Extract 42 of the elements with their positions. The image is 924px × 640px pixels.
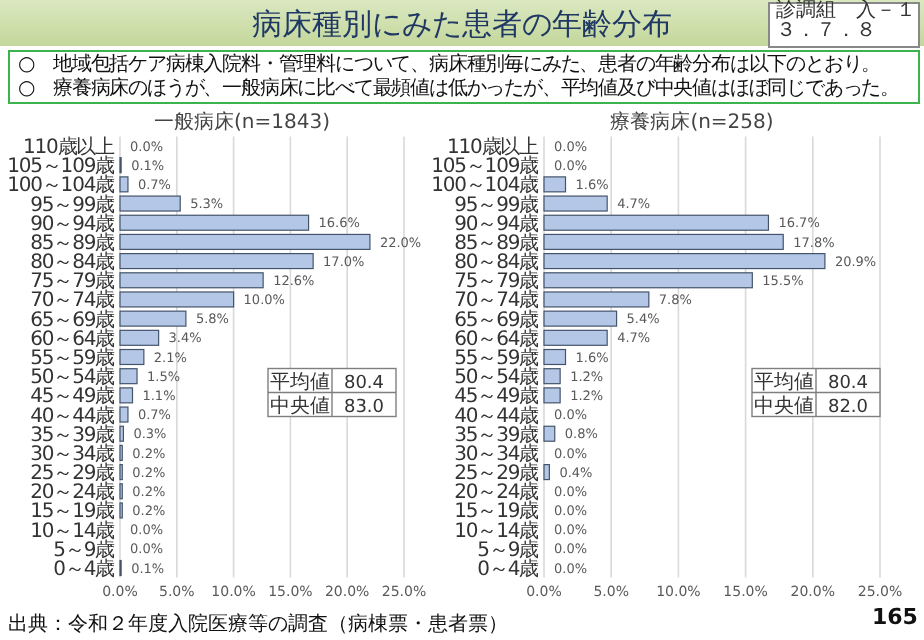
y-tick-label: 55～59歳 bbox=[30, 346, 116, 370]
text: 病床種別にみた患者の年齢分布 bbox=[252, 6, 672, 42]
y-tick-label: 10～14歳 bbox=[30, 518, 116, 543]
y-tick-label: 65～69歳 bbox=[454, 307, 540, 332]
y-tick-label: 85～89歳 bbox=[30, 230, 116, 255]
y-tick-label: 90～94歳 bbox=[454, 211, 540, 236]
y-tick-label: 0～4歳 bbox=[53, 557, 116, 581]
y-tick-label: 65～69歳 bbox=[30, 307, 116, 332]
annotation: 中央値 bbox=[754, 393, 814, 418]
annotation: 80.4 bbox=[343, 373, 385, 394]
y-tick-label: 5～9歳 bbox=[53, 537, 116, 562]
source-note: 出典：令和２年度入院医療等の調査（病棟票・患者票） bbox=[8, 611, 508, 638]
chart-title: 一般病床(n=1843) bbox=[154, 110, 331, 134]
y-tick-label: 60～64歳 bbox=[454, 326, 540, 351]
y-tick-label: 90～94歳 bbox=[30, 211, 116, 236]
y-tick-label: 35～39歳 bbox=[30, 422, 116, 447]
y-tick-label: 40～44歳 bbox=[454, 403, 540, 428]
annotation: 80.4 bbox=[827, 373, 869, 394]
y-tick-label: 85～89歳 bbox=[454, 230, 540, 255]
y-tick-label: 0～4歳 bbox=[477, 557, 540, 581]
text: ○ 地域包括ケア病棟入院料・管理料について、病床種別毎にみた、患者の年齢分布は以下のとおり。 bbox=[18, 54, 883, 77]
annotation: 平均値 bbox=[270, 369, 330, 394]
y-tick-label: 35～39歳 bbox=[454, 422, 540, 447]
y-tick-label: 55～59歳 bbox=[454, 346, 540, 370]
annotation: 83.0 bbox=[343, 397, 385, 418]
y-tick-label: 60～64歳 bbox=[30, 326, 116, 351]
annotation: 中央値 bbox=[270, 393, 330, 418]
text: ３．７．８ bbox=[776, 20, 876, 42]
text: ○ 療養病床のほうが、一般病床に比べて最頻値は低かったが、平均値及び中央値はほぼ同じであった。 bbox=[18, 77, 902, 100]
y-tick-label: 95～99歳 bbox=[30, 192, 116, 217]
chart-title: 療養病床(n=258) bbox=[610, 110, 774, 134]
y-tick-label: 30～34歳 bbox=[30, 441, 116, 466]
y-tick-label: 40～44歳 bbox=[30, 403, 116, 428]
y-tick-label: 30～34歳 bbox=[454, 441, 540, 466]
annotation: 82.0 bbox=[827, 397, 869, 418]
y-tick-label: 10～14歳 bbox=[454, 518, 540, 543]
bar bbox=[543, 464, 550, 481]
bar bbox=[543, 425, 556, 442]
y-tick-label: 95～99歳 bbox=[454, 192, 540, 217]
annotation: 平均値 bbox=[754, 369, 814, 394]
y-tick-label: 5～9歳 bbox=[477, 537, 540, 562]
text: 165 bbox=[872, 604, 918, 630]
